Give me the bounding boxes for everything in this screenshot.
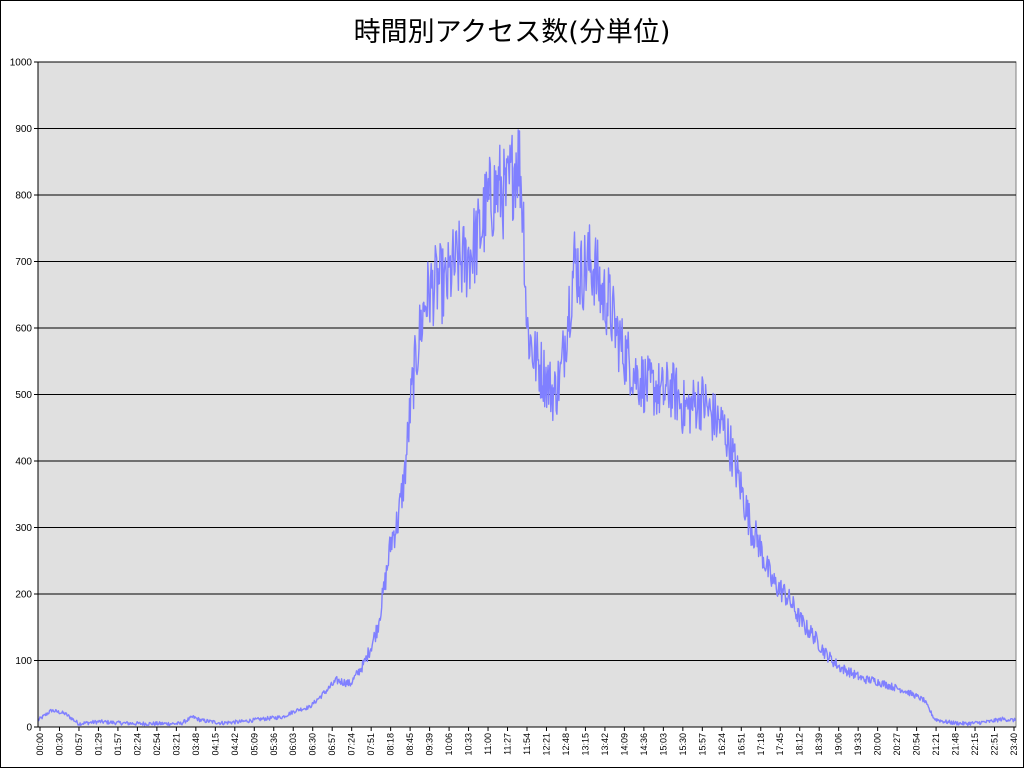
x-tick-label: 16:24 bbox=[717, 733, 727, 756]
x-tick-label: 00:57 bbox=[74, 733, 84, 756]
x-tick-label: 21:21 bbox=[931, 733, 941, 756]
y-tick-label: 400 bbox=[15, 457, 32, 468]
x-tick-label: 06:03 bbox=[288, 733, 298, 756]
x-tick-label: 08:18 bbox=[386, 733, 396, 756]
x-tick-label: 07:24 bbox=[347, 733, 357, 756]
grid-lines bbox=[38, 61, 1016, 661]
x-tick-label: 06:57 bbox=[327, 733, 337, 756]
x-tick-label: 15:30 bbox=[678, 733, 688, 756]
x-tick-label: 07:51 bbox=[366, 733, 376, 756]
x-tick-label: 15:03 bbox=[658, 733, 668, 756]
y-tick-label: 1000 bbox=[10, 58, 33, 69]
x-tick-label: 01:57 bbox=[113, 733, 123, 756]
chart-title: 時間別アクセス数(分単位) bbox=[353, 17, 671, 48]
x-tick-label: 20:27 bbox=[892, 733, 902, 756]
x-tick-label: 12:48 bbox=[561, 733, 571, 756]
x-tick-label: 18:39 bbox=[814, 733, 824, 756]
y-tick-label: 900 bbox=[15, 124, 32, 135]
y-tick-label: 800 bbox=[15, 191, 32, 202]
x-tick-label: 02:54 bbox=[152, 733, 162, 756]
x-tick-label: 11:54 bbox=[522, 733, 532, 755]
x-tick-label: 14:09 bbox=[619, 733, 629, 756]
x-tick-label: 03:21 bbox=[171, 733, 181, 756]
y-tick-label: 100 bbox=[15, 656, 32, 667]
y-tick-label: 600 bbox=[15, 324, 32, 335]
x-tick-label: 14:36 bbox=[639, 733, 649, 756]
x-tick-label: 05:36 bbox=[269, 733, 279, 756]
x-tick-label: 20:00 bbox=[873, 733, 883, 756]
x-tick-label: 15:57 bbox=[697, 733, 707, 756]
x-tick-label: 23:40 bbox=[1009, 733, 1019, 756]
x-tick-label: 19:06 bbox=[834, 733, 844, 756]
x-tick-label: 03:48 bbox=[191, 733, 201, 756]
x-tick-label: 04:15 bbox=[210, 733, 220, 756]
x-tick-label: 22:15 bbox=[970, 733, 980, 756]
y-axis-ticks: 0 100 200 300 400 500 600 700 800 900 1000 bbox=[10, 58, 38, 734]
x-axis-ticks: 00:00 00:30 00:57 01:29 01:57 02:24 02:54 03:21… bbox=[35, 727, 1019, 756]
x-tick-label: 11:00 bbox=[483, 733, 493, 755]
x-tick-label: 21:48 bbox=[951, 733, 961, 756]
x-tick-label: 05:09 bbox=[249, 733, 259, 756]
x-tick-label: 17:45 bbox=[775, 733, 785, 756]
x-tick-label: 00:30 bbox=[54, 733, 64, 756]
x-tick-label: 19:33 bbox=[853, 733, 863, 756]
x-tick-label: 06:30 bbox=[308, 733, 318, 756]
y-tick-label: 500 bbox=[15, 390, 32, 401]
x-tick-label: 22:51 bbox=[990, 733, 1000, 756]
x-tick-label: 10:33 bbox=[464, 733, 474, 756]
y-tick-label: 700 bbox=[15, 257, 32, 268]
x-tick-label: 11:27 bbox=[503, 733, 513, 755]
x-tick-label: 02:24 bbox=[132, 733, 142, 756]
x-tick-label: 04:42 bbox=[230, 733, 240, 756]
series-line bbox=[37, 129, 1016, 727]
x-tick-label: 09:39 bbox=[425, 733, 435, 756]
y-tick-label: 300 bbox=[15, 523, 32, 534]
x-tick-label: 17:18 bbox=[756, 733, 766, 756]
x-tick-label: 20:54 bbox=[912, 733, 922, 756]
x-tick-label: 10:06 bbox=[444, 733, 454, 756]
x-tick-label: 12:21 bbox=[541, 733, 551, 756]
y-tick-label: 200 bbox=[15, 590, 32, 601]
x-tick-label: 00:00 bbox=[35, 733, 45, 756]
x-tick-label: 13:15 bbox=[580, 733, 590, 756]
x-tick-label: 01:29 bbox=[93, 733, 103, 756]
y-tick-label: 0 bbox=[26, 723, 32, 734]
x-tick-label: 08:45 bbox=[405, 733, 415, 756]
x-tick-label: 16:51 bbox=[736, 733, 746, 756]
x-tick-label: 13:42 bbox=[600, 733, 610, 756]
x-tick-label: 18:12 bbox=[795, 733, 805, 756]
